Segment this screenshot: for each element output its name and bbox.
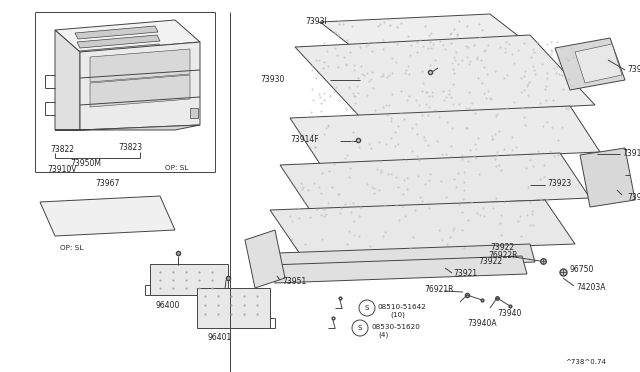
Text: 7393l: 7393l xyxy=(305,17,327,26)
Polygon shape xyxy=(90,49,190,82)
Text: 73822: 73822 xyxy=(50,145,74,154)
Polygon shape xyxy=(75,26,158,39)
Text: 96400: 96400 xyxy=(155,301,179,310)
Text: 73922: 73922 xyxy=(478,257,502,266)
Text: 73940A: 73940A xyxy=(467,320,497,328)
Polygon shape xyxy=(197,288,270,328)
Text: 73940: 73940 xyxy=(497,310,522,318)
Text: ^738^0.74: ^738^0.74 xyxy=(565,359,606,365)
Text: 73950M: 73950M xyxy=(70,158,101,167)
Text: 96401: 96401 xyxy=(207,334,231,343)
Polygon shape xyxy=(90,75,190,107)
Text: 08530-51620: 08530-51620 xyxy=(371,324,420,330)
Text: OP: SL: OP: SL xyxy=(60,245,83,251)
Text: 73910: 73910 xyxy=(622,150,640,158)
Text: 73910V: 73910V xyxy=(47,164,77,173)
Polygon shape xyxy=(575,44,622,83)
Text: 73930: 73930 xyxy=(260,76,284,84)
Polygon shape xyxy=(55,20,200,52)
Polygon shape xyxy=(290,106,600,164)
Text: S: S xyxy=(358,325,362,331)
Text: 73922: 73922 xyxy=(490,244,514,253)
Polygon shape xyxy=(270,256,527,283)
Text: 96750: 96750 xyxy=(570,264,595,273)
Text: 73967: 73967 xyxy=(95,179,120,187)
Polygon shape xyxy=(280,153,590,210)
Text: 73935: 73935 xyxy=(627,193,640,202)
Text: (4): (4) xyxy=(378,332,388,338)
Polygon shape xyxy=(150,264,228,295)
Text: 73823: 73823 xyxy=(118,142,142,151)
Text: 73951: 73951 xyxy=(282,278,307,286)
Polygon shape xyxy=(580,148,635,207)
Polygon shape xyxy=(295,35,595,117)
Polygon shape xyxy=(270,200,575,254)
Text: S: S xyxy=(365,305,369,311)
Polygon shape xyxy=(555,38,625,90)
Polygon shape xyxy=(320,14,530,53)
Text: 76921R: 76921R xyxy=(424,285,454,295)
Text: 73952: 73952 xyxy=(627,65,640,74)
Polygon shape xyxy=(245,230,285,288)
Text: OP: SL: OP: SL xyxy=(165,165,188,171)
Polygon shape xyxy=(55,125,200,130)
Text: 76922R: 76922R xyxy=(488,250,518,260)
Polygon shape xyxy=(55,30,80,130)
Text: 73923: 73923 xyxy=(547,179,572,187)
Polygon shape xyxy=(80,42,200,130)
Text: 73921: 73921 xyxy=(453,269,477,279)
Text: 08510-51642: 08510-51642 xyxy=(378,304,427,310)
Text: 74203A: 74203A xyxy=(576,283,605,292)
Bar xyxy=(190,108,198,118)
Polygon shape xyxy=(79,44,162,57)
Text: 73914F: 73914F xyxy=(290,135,319,144)
Polygon shape xyxy=(77,35,160,48)
Polygon shape xyxy=(278,244,535,271)
Polygon shape xyxy=(40,196,175,236)
Text: (10): (10) xyxy=(390,312,405,318)
